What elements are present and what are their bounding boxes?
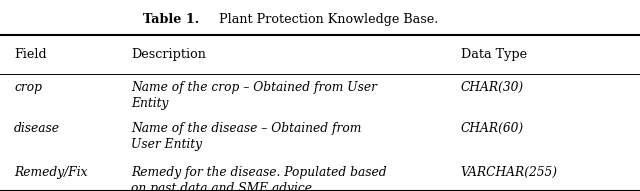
Text: CHAR(60): CHAR(60) (461, 122, 524, 135)
Text: Remedy/Fix: Remedy/Fix (14, 166, 88, 179)
Text: Data Type: Data Type (461, 48, 527, 61)
Text: Name of the disease – Obtained from
User Entity: Name of the disease – Obtained from User… (131, 122, 362, 151)
Text: Table 1.: Table 1. (143, 13, 199, 26)
Text: crop: crop (14, 81, 42, 94)
Text: VARCHAR(255): VARCHAR(255) (461, 166, 558, 179)
Text: Remedy for the disease. Populated based
on past data and SME advice: Remedy for the disease. Populated based … (131, 166, 387, 191)
Text: disease: disease (14, 122, 60, 135)
Text: Field: Field (14, 48, 47, 61)
Text: Name of the crop – Obtained from User
Entity: Name of the crop – Obtained from User En… (131, 81, 377, 110)
Text: Plant Protection Knowledge Base.: Plant Protection Knowledge Base. (215, 13, 438, 26)
Text: CHAR(30): CHAR(30) (461, 81, 524, 94)
Text: Description: Description (131, 48, 206, 61)
